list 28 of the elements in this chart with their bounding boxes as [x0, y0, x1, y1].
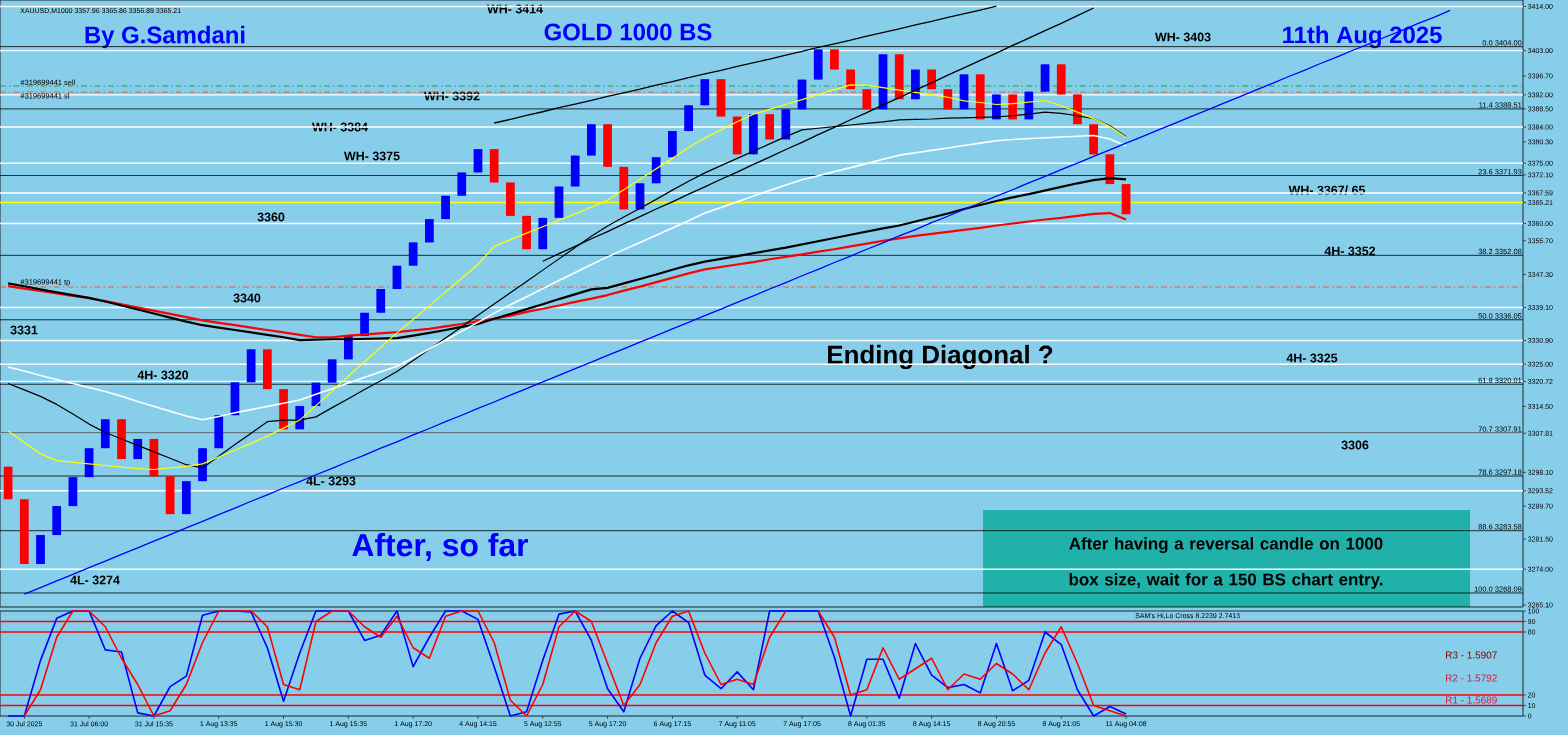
annotation: 3331: [10, 325, 38, 335]
candlestick: [376, 288, 386, 314]
annotation: 4H- 3325: [1286, 353, 1338, 363]
annotation: WH- 3403: [1155, 32, 1211, 42]
annotation: WH- 3367/ 65: [1288, 185, 1366, 195]
annotation: Ending Diagonal ?: [828, 344, 1053, 370]
annotation: WH- 3392: [423, 91, 480, 101]
candlestick: [408, 241, 418, 267]
annotation: R2 - 1.5792: [1446, 674, 1497, 682]
annotation: WH- 3384: [311, 122, 368, 132]
candlestick: [830, 49, 839, 70]
annotation: 4L- 3293: [306, 476, 356, 486]
annotation: After, so far: [352, 532, 529, 562]
annotation: R3 - 1.5907: [1446, 651, 1497, 659]
annotation: 11th Aug 2025: [1283, 25, 1442, 49]
annotation: 3340: [233, 293, 261, 303]
annotation: R1 - 1.5689: [1446, 696, 1497, 704]
text: GOLD 1000 BS: [544, 23, 712, 41]
annotation: 3306: [1341, 440, 1369, 450]
annotation: 3360: [257, 212, 285, 222]
annotation: WH- 3375: [343, 151, 400, 161]
annotation: 4L- 3274: [70, 575, 120, 585]
annotation: 4H- 3352: [1324, 246, 1376, 256]
candlestick: [327, 358, 337, 384]
annotation: 4H- 3320: [137, 370, 189, 380]
candlestick: [457, 172, 467, 197]
annotation: By G.Samdani: [85, 25, 245, 49]
annotation: After having a reversal candle on 1000 box size, wait for a 150 BS chart entry.: [1069, 537, 1383, 589]
